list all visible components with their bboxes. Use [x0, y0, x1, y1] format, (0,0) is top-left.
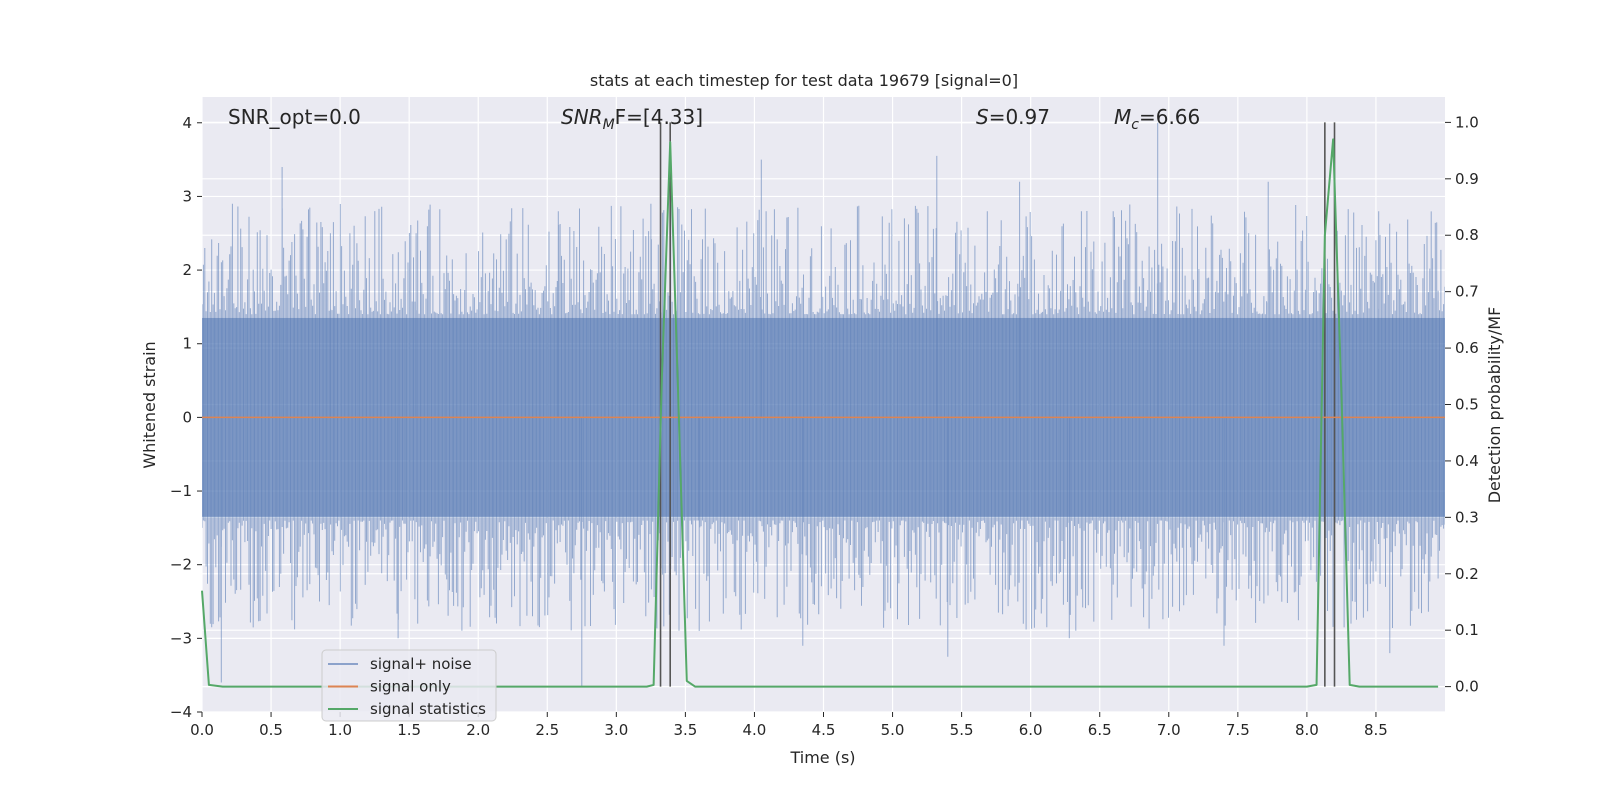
y-tick-label: −1 — [170, 482, 192, 500]
y-tick-label: −3 — [170, 629, 192, 647]
x-tick-label: 1.0 — [328, 721, 352, 739]
y-tick-label: −4 — [170, 703, 192, 721]
series-signal-statistics — [201, 138, 1439, 688]
legend-label: signal statistics — [370, 700, 486, 718]
legend-label: signal only — [370, 678, 451, 696]
y2-tick-label: 0.5 — [1455, 396, 1479, 414]
y2-tick-label: 0.7 — [1455, 283, 1479, 301]
x-tick-label: 0.0 — [190, 721, 214, 739]
x-tick-label: 7.5 — [1226, 721, 1250, 739]
y2-tick-label: 0.6 — [1455, 339, 1479, 357]
y2-tick-label: 0.2 — [1455, 565, 1479, 583]
x-tick-label: 5.5 — [950, 721, 974, 739]
x-tick-label: 2.0 — [466, 721, 490, 739]
signal-statistics-line — [201, 138, 1439, 688]
x-tick-label: 3.0 — [604, 721, 628, 739]
y-axis-label: Whitened strain — [140, 341, 159, 468]
x-tick-label: 2.5 — [535, 721, 559, 739]
x-tick-label: 0.5 — [259, 721, 283, 739]
annotation-s-value: S=0.97 — [976, 105, 1050, 129]
x-tick-label: 6.5 — [1088, 721, 1112, 739]
annotation-mc-value: Mc=6.66 — [1114, 105, 1200, 133]
y-tick-label: 2 — [182, 261, 192, 279]
x-tick-label: 7.0 — [1157, 721, 1181, 739]
x-axis-label: Time (s) — [789, 748, 855, 767]
y2-tick-label: 0.1 — [1455, 621, 1479, 639]
legend-label: signal+ noise — [370, 655, 472, 673]
y2-tick-label: 0.4 — [1455, 452, 1479, 470]
y2-axis-label: Detection probability/MF — [1485, 307, 1504, 504]
x-tick-label: 1.5 — [397, 721, 421, 739]
x-tick-label: 8.0 — [1295, 721, 1319, 739]
legend-box — [321, 649, 497, 722]
y-tick-label: 1 — [182, 335, 192, 353]
annotation-snr-mf: SNRMF=[4.33] — [561, 105, 703, 133]
y2-tick-label: 0.8 — [1455, 226, 1479, 244]
y2-tick-label: 1.0 — [1455, 113, 1479, 131]
x-tick-label: 3.5 — [673, 721, 697, 739]
y-tick-label: 3 — [182, 187, 192, 205]
y-tick-label: 4 — [182, 114, 192, 132]
y2-tick-label: 0.0 — [1455, 678, 1479, 696]
x-tick-label: 5.0 — [881, 721, 905, 739]
y-tick-label: −2 — [170, 556, 192, 574]
noise-line — [202, 122, 1445, 687]
legend: signal+ noise signal only signal statistic… — [321, 649, 497, 722]
y2-tick-label: 0.9 — [1455, 170, 1479, 188]
x-tick-label: 6.0 — [1019, 721, 1043, 739]
annotation-snr-opt: SNR_opt=0.0 — [228, 105, 361, 129]
axes: 0.0 0.5 1.0 1.5 2.0 2.5 3.0 3.5 4.0 4.5 5.0 5.5 6.0 6… — [170, 113, 1479, 739]
chart-title: stats at each timestep for test data 196… — [590, 71, 1018, 90]
x-tick-label: 4.5 — [812, 721, 836, 739]
y-tick-label: 0 — [182, 408, 192, 426]
x-tick-label: 4.0 — [743, 721, 767, 739]
y2-tick-label: 0.3 — [1455, 508, 1479, 526]
x-tick-label: 8.5 — [1364, 721, 1388, 739]
annotations: SNR_opt=0.0 SNRMF=[4.33] S=0.97 Mc=6.66 — [228, 105, 1200, 133]
